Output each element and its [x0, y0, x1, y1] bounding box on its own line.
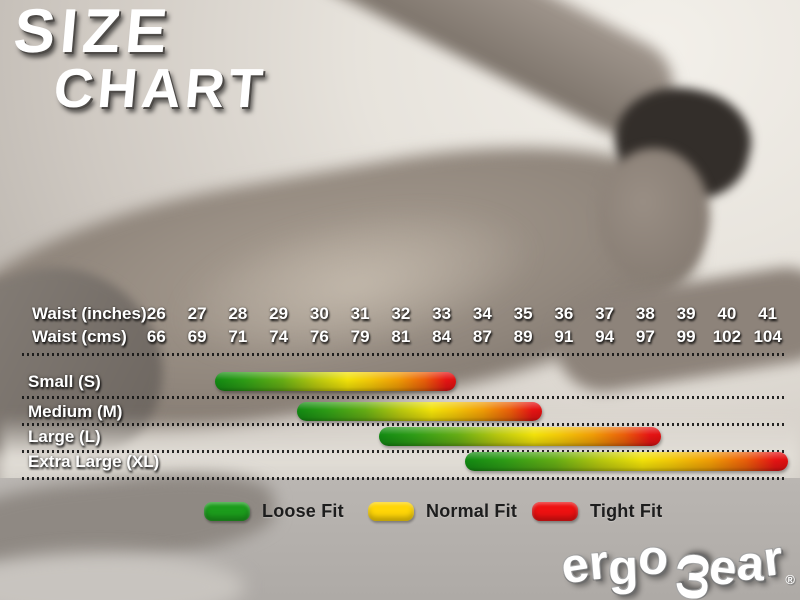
waist-cms-value: 76 [309, 327, 329, 346]
photo-shape-head [598, 148, 710, 283]
waist-inches-value: 39 [676, 304, 696, 323]
waist-cms-value: 71 [228, 327, 248, 346]
waist-cms-value: 102 [712, 327, 742, 346]
waist-cms-values: 66 69 71 74 76 79 81 84 87 89 91 94 97 99 102 104 [136, 326, 788, 348]
logo-letter: g [606, 539, 639, 596]
waist-cms-value: 81 [391, 327, 411, 346]
size-row-label: Medium (M) [28, 402, 123, 421]
waist-cms-value: 91 [554, 327, 574, 346]
logo-letter: e [706, 539, 740, 596]
dotted-separator [22, 477, 786, 480]
waist-inches-value: 37 [595, 304, 615, 323]
waist-inches-value: 29 [269, 304, 289, 323]
waist-inches-value: 34 [472, 304, 492, 323]
legend-item: Loose Fit [204, 501, 344, 522]
waist-inches-values: 26 27 28 29 30 31 32 33 34 35 36 37 38 39 40 41 [136, 303, 788, 325]
dotted-separator [22, 396, 786, 399]
waist-cms-value: 66 [146, 327, 166, 346]
waist-cms-value: 69 [187, 327, 207, 346]
waist-cms-value: 74 [269, 327, 289, 346]
legend-label: Normal Fit [426, 501, 518, 521]
dotted-separator [22, 450, 786, 453]
size-row: Medium (M) [0, 402, 800, 422]
waist-inches-value: 38 [635, 304, 655, 323]
logo-letter: r [760, 530, 787, 587]
legend-item: Tight Fit [532, 501, 662, 522]
legend-label: Loose Fit [262, 501, 344, 521]
waist-inches-value: 33 [432, 304, 452, 323]
waist-cms-value: 99 [676, 327, 696, 346]
legend-item: Normal Fit [368, 501, 517, 522]
size-range-bar [215, 372, 456, 391]
waist-inches-value: 28 [228, 304, 248, 323]
size-row-label: Large (L) [28, 427, 101, 446]
size-range-bar [297, 402, 542, 421]
waist-cms-label: Waist (cms) [32, 327, 127, 346]
waist-inches-value: 40 [717, 304, 737, 323]
registered-trademark-symbol: ® [785, 571, 795, 587]
size-range-bar [465, 452, 788, 471]
waist-inches-value: 36 [554, 304, 574, 323]
waist-cms-value: 87 [472, 327, 492, 346]
waist-inches-value: 26 [146, 304, 166, 323]
size-range-bar [379, 427, 661, 446]
waist-inches-value: 30 [309, 304, 329, 323]
legend-swatch [368, 502, 414, 521]
waist-cms-value: 84 [432, 327, 452, 346]
waist-inches-value: 32 [391, 304, 411, 323]
size-row: Large (L) [0, 427, 800, 447]
waist-cms-value: 79 [350, 327, 370, 346]
dotted-separator [22, 353, 786, 356]
waist-inches-label: Waist (inches) [32, 304, 147, 323]
waist-inches-value: 31 [350, 304, 370, 323]
legend-swatch [532, 502, 578, 521]
waist-cms-row: Waist (cms) 66 69 71 74 76 79 81 84 87 89 91 94 97 99… [0, 326, 800, 348]
waist-inches-value: 27 [187, 304, 207, 323]
waist-inches-row: Waist (inches) 26 27 28 29 30 31 32 33 34 35 36 37 3… [0, 303, 800, 325]
waist-cms-value: 89 [513, 327, 533, 346]
legend-label: Tight Fit [590, 501, 663, 521]
waist-cms-value: 94 [595, 327, 615, 346]
size-row: Extra Large (XL) [0, 452, 800, 472]
legend-swatch [204, 502, 250, 521]
waist-cms-value: 104 [753, 327, 782, 346]
size-row-label: Small (S) [28, 372, 101, 391]
dotted-separator [22, 423, 786, 426]
waist-inches-value: 41 [758, 304, 778, 323]
size-row-label: Extra Large (XL) [28, 452, 160, 471]
waist-inches-value: 35 [513, 304, 533, 323]
logo-letter: a [736, 536, 766, 591]
brand-logo: e r g o ω e a r ® [505, 530, 795, 600]
size-row: Small (S) [0, 372, 800, 392]
waist-cms-value: 97 [635, 327, 655, 346]
